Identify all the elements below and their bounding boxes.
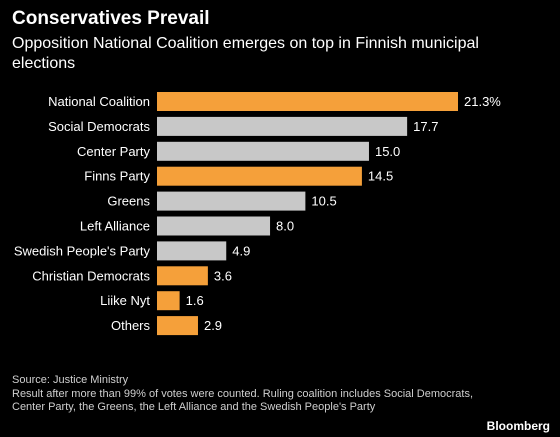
bar-national-coalition <box>157 92 458 111</box>
category-label-social-democrats: Social Democrats <box>48 119 150 134</box>
category-label-national-coalition: National Coalition <box>48 94 150 109</box>
bar-social-democrats <box>157 116 408 136</box>
value-label-national-coalition: 21.3% <box>464 94 501 109</box>
value-label-left-alliance: 8.0 <box>276 219 294 234</box>
category-label-others: Others <box>111 318 151 333</box>
source-note: Source: Justice Ministry <box>12 374 129 386</box>
category-label-swedish-people-s-party: Swedish People's Party <box>14 243 151 258</box>
value-label-center-party: 15.0 <box>375 144 400 159</box>
bar-finns-party <box>157 166 362 186</box>
value-label-christian-democrats: 3.6 <box>214 268 232 283</box>
category-label-christian-democrats: Christian Democrats <box>32 268 150 283</box>
value-label-swedish-people-s-party: 4.9 <box>232 243 250 258</box>
value-label-finns-party: 14.5 <box>368 169 393 184</box>
chart-subtitle: Opposition National Coalition emerges on… <box>12 35 479 72</box>
bar-swedish-people-s-party <box>157 241 227 261</box>
category-label-center-party: Center Party <box>77 144 150 159</box>
bar-chart: National Coalition 21.3% Social Democrats 1… <box>14 92 501 336</box>
bar-center-party <box>157 141 369 161</box>
category-label-greens: Greens <box>107 194 150 209</box>
value-label-liike-nyt: 1.6 <box>186 293 204 308</box>
value-label-social-democrats: 17.7 <box>413 119 438 134</box>
bloomberg-logo: Bloomberg <box>486 419 550 433</box>
bar-left-alliance <box>157 216 271 236</box>
bar-greens <box>157 191 306 211</box>
value-label-others: 2.9 <box>204 318 222 333</box>
footnote: Result after more than 99% of votes were… <box>12 388 474 413</box>
category-label-left-alliance: Left Alliance <box>80 219 150 234</box>
category-label-finns-party: Finns Party <box>84 169 150 184</box>
chart-title: Conservatives Prevail <box>12 8 210 29</box>
category-label-liike-nyt: Liike Nyt <box>100 293 150 308</box>
value-label-greens: 10.5 <box>311 194 336 209</box>
bar-others <box>157 316 198 336</box>
bar-christian-democrats <box>157 266 208 286</box>
bar-liike-nyt <box>157 291 180 311</box>
